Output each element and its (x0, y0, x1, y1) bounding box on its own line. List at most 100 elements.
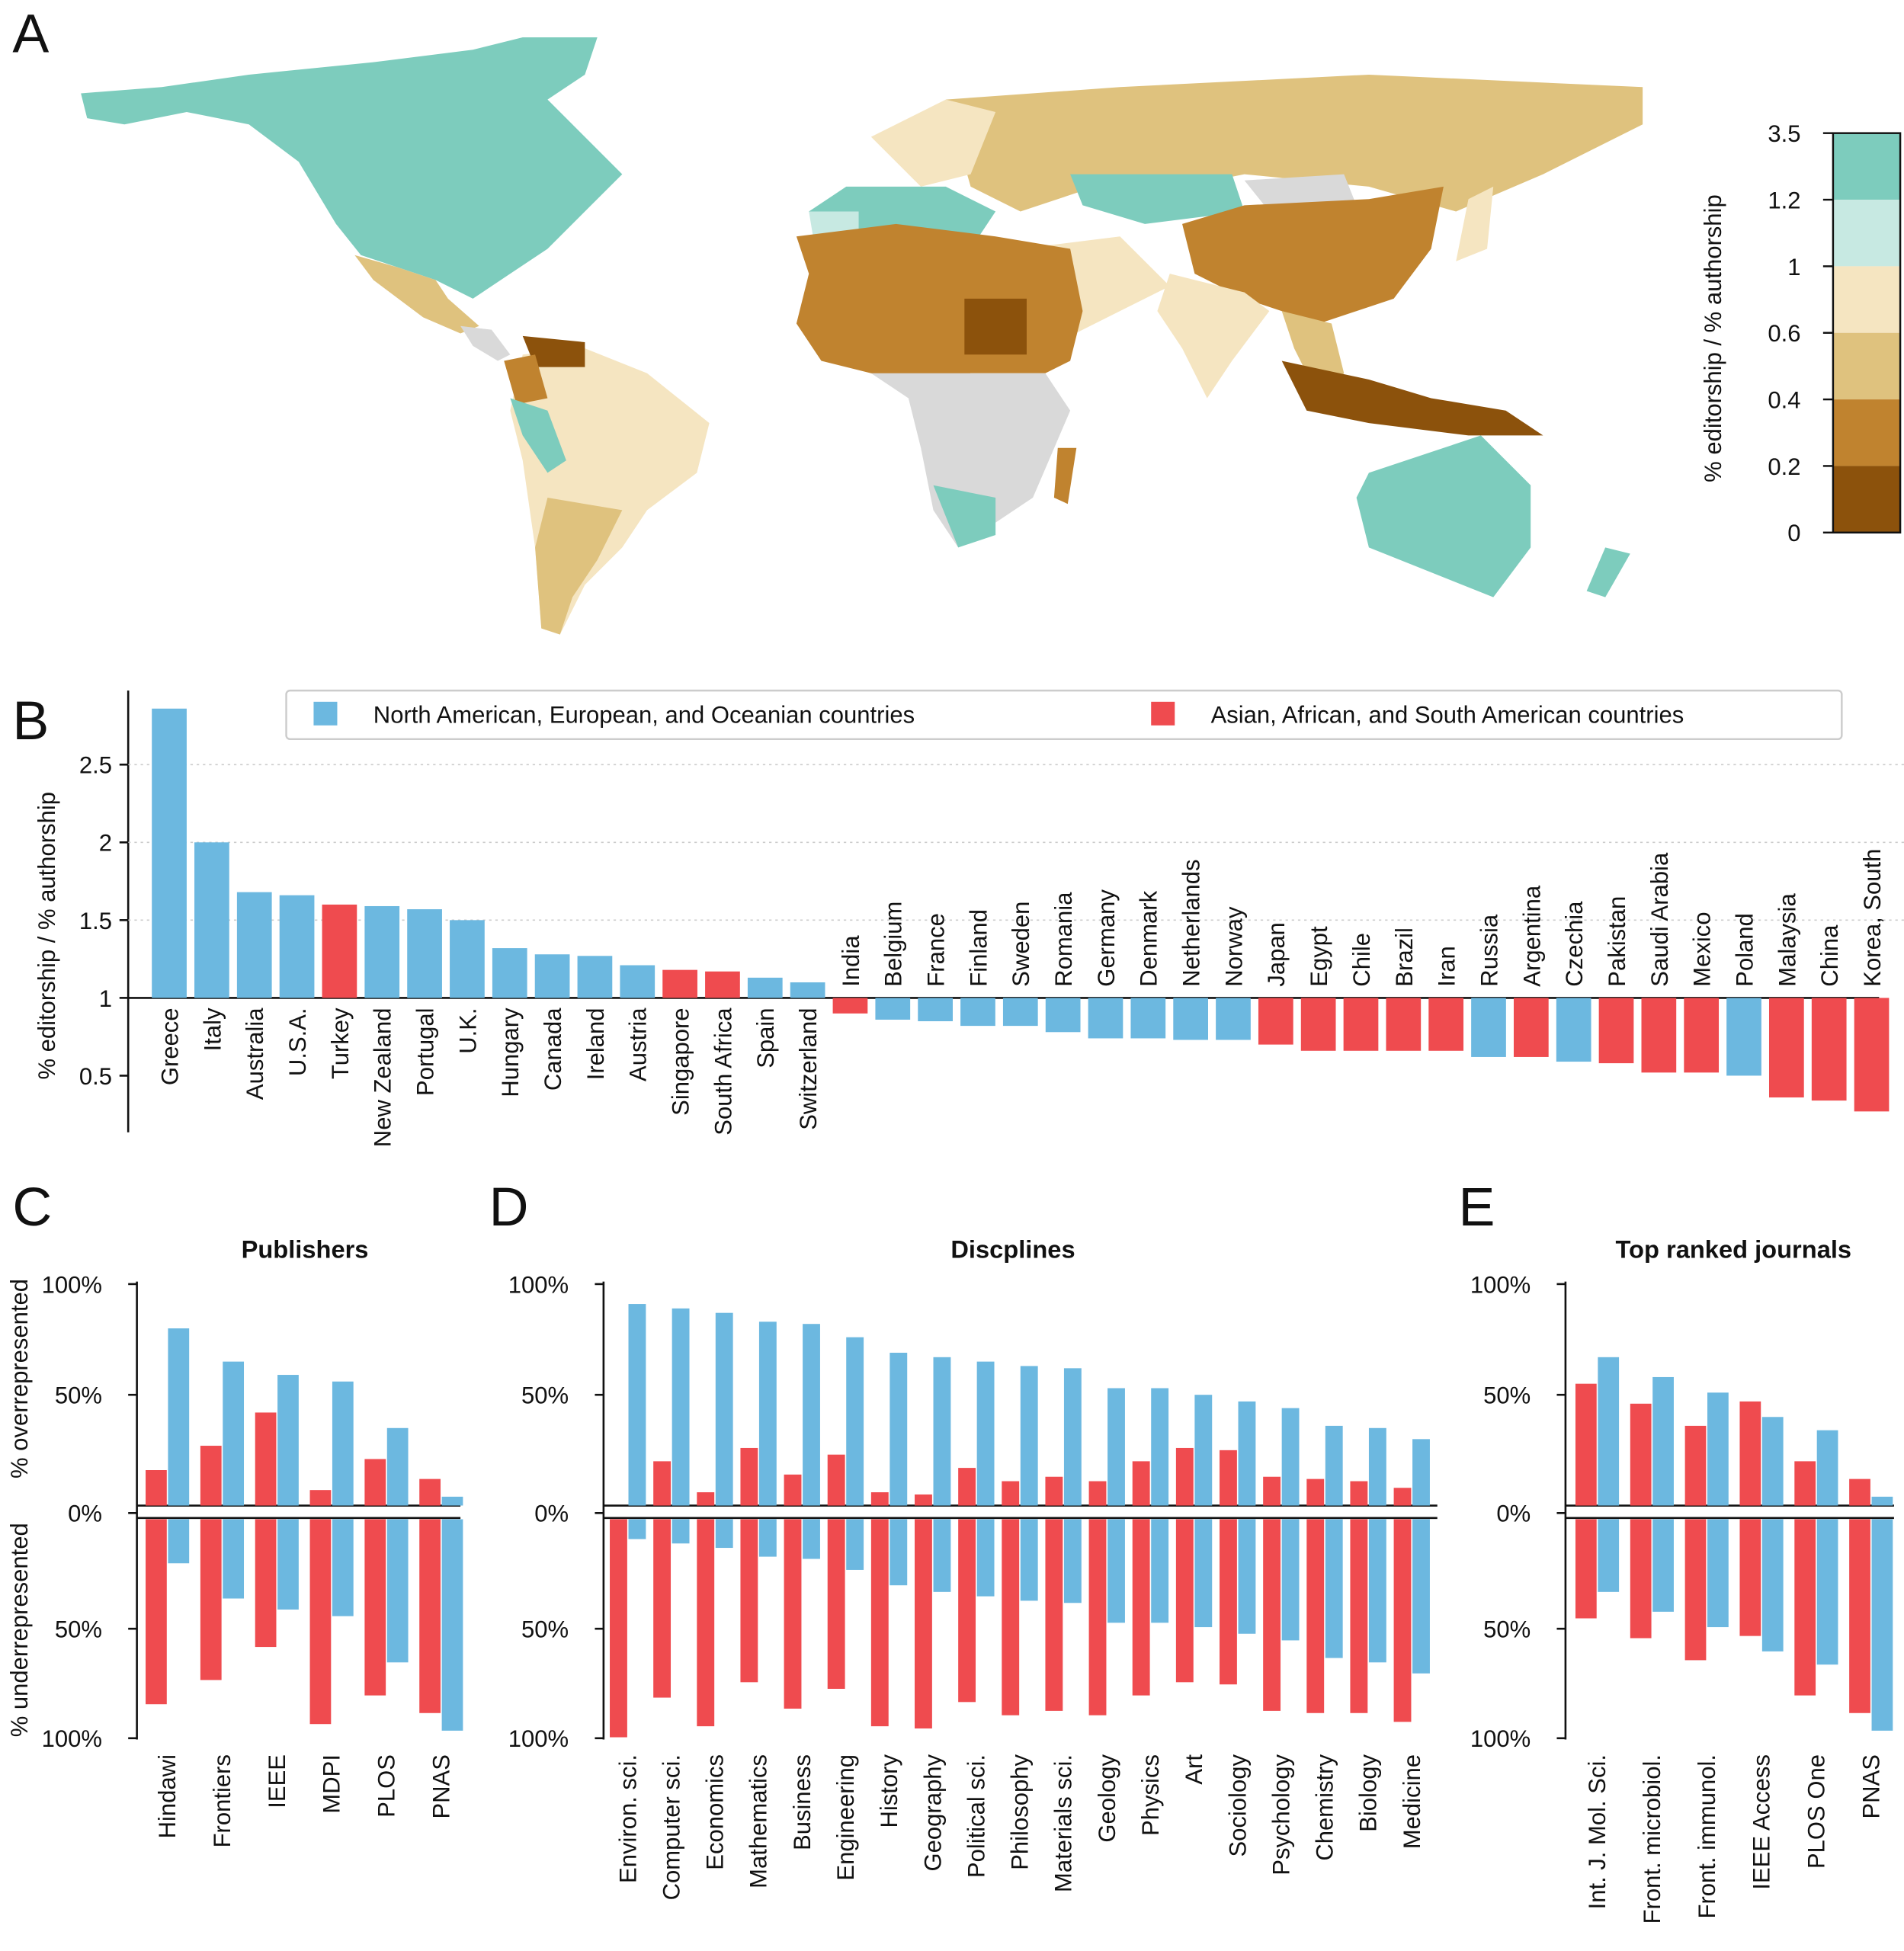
x-tick-label: PNAS (428, 1754, 454, 1818)
y-tick-label: 0% (1496, 1501, 1531, 1527)
x-tick-label: Korea, South (1859, 849, 1886, 987)
bar-under-red (827, 1519, 845, 1689)
x-tick-label: Environ. sci. (614, 1754, 641, 1883)
bar-over-blue (715, 1312, 733, 1506)
bar-under-blue (1020, 1519, 1038, 1601)
panel-letter-a: A (12, 4, 49, 65)
bar-over-blue (1194, 1395, 1213, 1506)
x-tick-label: Sweden (1008, 902, 1034, 987)
bar-u-s-a- (279, 895, 315, 998)
bar-new-zealand (364, 905, 400, 998)
bar-over-blue (1020, 1366, 1038, 1506)
map-china (1182, 186, 1444, 324)
y-tick-label: 100% (508, 1271, 569, 1298)
colorbar-label: % editorship / % authorship (1700, 194, 1726, 482)
bar-under-blue (1194, 1519, 1213, 1628)
bar-over-red (1132, 1461, 1150, 1506)
bar-singapore (662, 969, 697, 998)
map-mexico (354, 255, 479, 334)
bar-under-red (1684, 1519, 1707, 1661)
map-north-africa (796, 223, 1083, 386)
x-tick-label: Poland (1731, 913, 1758, 987)
bar-over-red (697, 1492, 715, 1506)
y-axis-label-under: % underrepresented (6, 1523, 33, 1737)
map-madagascar (1053, 447, 1077, 505)
x-tick-label: Finland (965, 909, 992, 987)
bar-sweden (1002, 998, 1038, 1027)
colorbar-tick-label: 0.2 (1768, 453, 1800, 480)
bar-over-blue (1871, 1496, 1893, 1506)
y-tick-label: 50% (55, 1382, 102, 1409)
bar-over-blue (1063, 1368, 1082, 1506)
x-tick-label: Belgium (880, 902, 907, 987)
map-scandinavia (870, 99, 996, 187)
bar-over-red (1794, 1461, 1816, 1506)
x-tick-label: Brazil (1391, 927, 1418, 987)
bar-under-blue (1761, 1519, 1784, 1651)
bar-under-blue (758, 1519, 777, 1557)
bar-over-red (255, 1412, 277, 1506)
x-tick-label: Malaysia (1774, 893, 1800, 987)
bar-over-red (309, 1490, 332, 1506)
bar-over-red (1306, 1478, 1325, 1506)
bar-switzerland (790, 982, 825, 998)
map-peru (510, 398, 566, 473)
bar-over-blue (1107, 1388, 1125, 1506)
bar-romania (1045, 998, 1081, 1033)
colorbar-bin (1832, 266, 1901, 333)
y-tick-label: 1 (99, 985, 112, 1012)
bar-france (918, 998, 953, 1021)
x-tick-label: Japan (1263, 922, 1290, 987)
x-tick-label: Argentina (1518, 885, 1545, 987)
colorbar-bin (1832, 399, 1901, 466)
bar-under-blue (628, 1519, 646, 1539)
bar-under-blue (1652, 1519, 1674, 1612)
x-tick-label: Netherlands (1178, 859, 1205, 986)
bar-over-red (146, 1470, 167, 1506)
x-tick-label: Psychology (1268, 1754, 1294, 1876)
bar-over-red (827, 1454, 845, 1506)
bar-under-red (1849, 1519, 1870, 1713)
panel-e-chart: Top ranked journals 100% 50% 0% 50% 100% Int. … (1470, 1235, 1894, 1924)
bar-under-blue (1368, 1519, 1386, 1663)
bar-under-blue (223, 1519, 245, 1599)
bar-russia (1471, 998, 1506, 1057)
panel-b-chart: 0.5 1 1.5 2 2.5 % editorship / % authorship Gr… (34, 689, 1904, 1147)
x-tick-label: Norway (1220, 906, 1247, 987)
legend-swatch (1151, 701, 1175, 726)
bar-brazil (1386, 998, 1422, 1051)
y-tick-label: 50% (1483, 1616, 1531, 1643)
bar-under-red (200, 1519, 222, 1680)
bar-under-blue (1107, 1519, 1125, 1623)
x-tick-label: Art (1181, 1754, 1207, 1785)
bar-over-red (1220, 1450, 1237, 1506)
bar-under-blue (889, 1519, 908, 1586)
x-tick-label: China (1816, 924, 1843, 987)
colorbar-bin (1832, 200, 1901, 267)
colorbar-tick-label: 0.4 (1768, 387, 1800, 414)
map-australia (1356, 435, 1531, 597)
bar-under-blue (1871, 1519, 1893, 1731)
bar-over-red (419, 1478, 441, 1506)
bar-under-blue (976, 1519, 995, 1597)
x-tick-label: Singapore (668, 1008, 694, 1115)
bar-netherlands (1173, 998, 1208, 1040)
x-tick-label: IEEE Access (1749, 1754, 1775, 1890)
bar-over-blue (1325, 1425, 1343, 1506)
bar-under-red (697, 1519, 715, 1727)
x-tick-label: Australia (242, 1008, 268, 1100)
bar-under-red (1575, 1519, 1597, 1619)
x-tick-label: Switzerland (795, 1008, 822, 1129)
bar-under-red (915, 1519, 932, 1728)
y-tick-label: 100% (42, 1725, 102, 1752)
x-tick-label: Hungary (497, 1008, 524, 1097)
bar-under-blue (168, 1519, 190, 1564)
x-tick-label: Int. J. Mol. Sci. (1584, 1754, 1611, 1909)
x-tick-label: Saudi Arabia (1646, 852, 1673, 987)
bar-pakistan (1598, 998, 1634, 1064)
bar-over-red (1575, 1383, 1597, 1506)
panel-c-chart: Publishers 100% 50% 0% 50% 100% % overrepresen… (6, 1235, 463, 1847)
x-tick-label: Mathematics (745, 1754, 772, 1889)
colorbar: 3.5 1.2 1 0.6 0.4 0.2 0 (1768, 120, 1902, 546)
